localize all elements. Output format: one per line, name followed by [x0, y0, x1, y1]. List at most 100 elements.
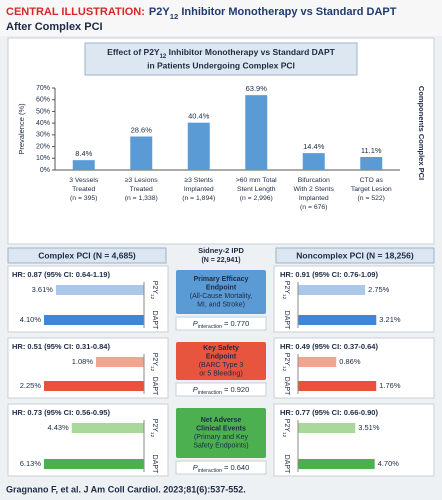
bar: [44, 459, 144, 469]
x-tick-label: (n = 2,996): [240, 195, 273, 202]
endpoint-title: Endpoint: [206, 354, 237, 361]
value-label: 4.43%: [47, 423, 69, 432]
value-label: 63.9%: [246, 84, 268, 93]
x-tick-label: (n = 1,894): [182, 195, 215, 202]
x-tick-label: Implanted: [184, 186, 214, 193]
bar: [302, 153, 325, 170]
text-part: 12: [281, 432, 287, 438]
value-label: 28.6%: [131, 125, 153, 134]
page-title: CENTRAL ILLUSTRATION: P2Y12 Inhibitor Mon…: [6, 6, 397, 21]
bar: [55, 285, 144, 295]
endpoint-title: (BARC Type 3: [199, 362, 244, 369]
group-box: [7, 247, 167, 264]
p-box: [175, 460, 267, 475]
text-part: 12: [281, 294, 287, 300]
right-axis-label: Components Complex PCI: [417, 86, 426, 180]
hazard-ratio: HR: 0.77 (95% CI: 0.66-0.90): [280, 408, 378, 417]
y-tick-label: 0%: [40, 167, 50, 174]
endpoint-box: [176, 342, 266, 380]
text-part: P2Y: [151, 353, 158, 367]
value-label: 40.4%: [188, 112, 210, 121]
hazard-ratio: HR: 0.73 (95% CI: 0.56-0.95): [12, 408, 110, 417]
y-tick-label: 50%: [36, 108, 50, 115]
text-part: = 0.640: [222, 463, 249, 472]
value-label: 1.08%: [72, 357, 94, 366]
text-part: P2Y: [283, 281, 290, 295]
text-part: P2Y: [283, 419, 290, 433]
endpoint-title: (All-Cause Mortality,: [190, 293, 253, 300]
page-title-line2: After Complex PCI: [6, 21, 103, 33]
value-label: 2.75%: [368, 285, 390, 294]
bar: [360, 156, 383, 170]
x-tick-label: Bifurcation: [298, 177, 330, 184]
x-tick-label: Stent Length: [237, 186, 276, 193]
p-box: [175, 382, 267, 397]
endpoint-title: Endpoint: [206, 285, 237, 292]
legend-label: P2Y12: [281, 353, 290, 372]
text-part: P2Y: [149, 6, 170, 18]
text-part: 12: [170, 12, 179, 21]
text-part: Effect of P2Y: [107, 47, 160, 57]
text-part: P2Y: [283, 353, 290, 367]
text-part: 12: [149, 432, 155, 438]
y-tick-label: 10%: [36, 155, 50, 162]
text-part: interaction: [198, 468, 222, 474]
text-part: interaction: [198, 324, 222, 330]
legend-label: DAPT: [283, 455, 290, 474]
bar: [44, 381, 144, 391]
value-label: 11.1%: [361, 146, 382, 155]
text-part: DAPT: [151, 311, 158, 330]
legend-label: P2Y12: [149, 419, 158, 438]
legend-label: P2Y12: [149, 281, 158, 300]
y-tick-label: 40%: [36, 120, 50, 127]
p-interaction: Pinteraction = 0.640: [193, 463, 250, 474]
value-label: 2.25%: [20, 381, 42, 390]
text-part: Inhibitor Monotherapy vs Standard DAPT: [166, 47, 335, 57]
text-part: P: [193, 319, 198, 328]
value-label: 8.4%: [75, 149, 92, 158]
text-part: = 0.920: [222, 385, 249, 394]
bar: [298, 423, 356, 433]
bar: [298, 315, 377, 325]
bar: [298, 357, 337, 367]
x-tick-label: CTO as: [360, 177, 384, 184]
text-part: DAPT: [283, 311, 290, 330]
text-part: 12: [149, 294, 155, 300]
text-part: P2Y: [151, 281, 158, 295]
x-tick-label: Treated: [72, 186, 95, 193]
text-part: DAPT: [151, 377, 158, 396]
text-part: 12: [149, 366, 155, 372]
text-part: P: [193, 463, 198, 472]
x-tick-label: (n = 676): [300, 204, 327, 211]
group-label: Complex PCI (N = 4,685): [38, 250, 136, 260]
legend-label: P2Y12: [149, 353, 158, 372]
bar: [130, 136, 153, 170]
text-part: P2Y: [151, 419, 158, 433]
y-tick-label: 60%: [36, 97, 50, 104]
chart-title: Effect of P2Y12 Inhibitor Monotherapy vs…: [107, 47, 335, 59]
endpoint-title: Primary Efficacy: [194, 276, 249, 283]
x-tick-label: Implanted: [299, 195, 329, 202]
study-n: (N = 22,941): [201, 257, 240, 264]
chart-title-line2: in Patients Undergoing Complex PCI: [147, 60, 295, 70]
endpoint-title: Net Adverse: [201, 417, 242, 424]
bar: [298, 459, 375, 469]
bar: [298, 285, 366, 295]
value-label: 4.10%: [20, 315, 42, 324]
x-tick-label: >60 mm Total: [236, 177, 277, 184]
value-label: 0.86%: [339, 357, 361, 366]
bar: [96, 357, 144, 367]
text-part: DAPT: [283, 377, 290, 396]
study-name: Sidney-2 IPD: [198, 246, 244, 255]
x-tick-label: Treated: [130, 186, 153, 193]
hazard-ratio: HR: 0.51 (95% CI: 0.31-0.84): [12, 342, 110, 351]
value-label: 6.13%: [20, 459, 42, 468]
text-part: P: [193, 385, 198, 394]
endpoint-title: or 5 Bleeding): [199, 371, 243, 378]
legend-label: DAPT: [151, 377, 158, 396]
bar: [245, 95, 268, 170]
header-band: [0, 0, 442, 36]
title-text: P2Y12 Inhibitor Monotherapy vs Standard …: [149, 6, 397, 21]
